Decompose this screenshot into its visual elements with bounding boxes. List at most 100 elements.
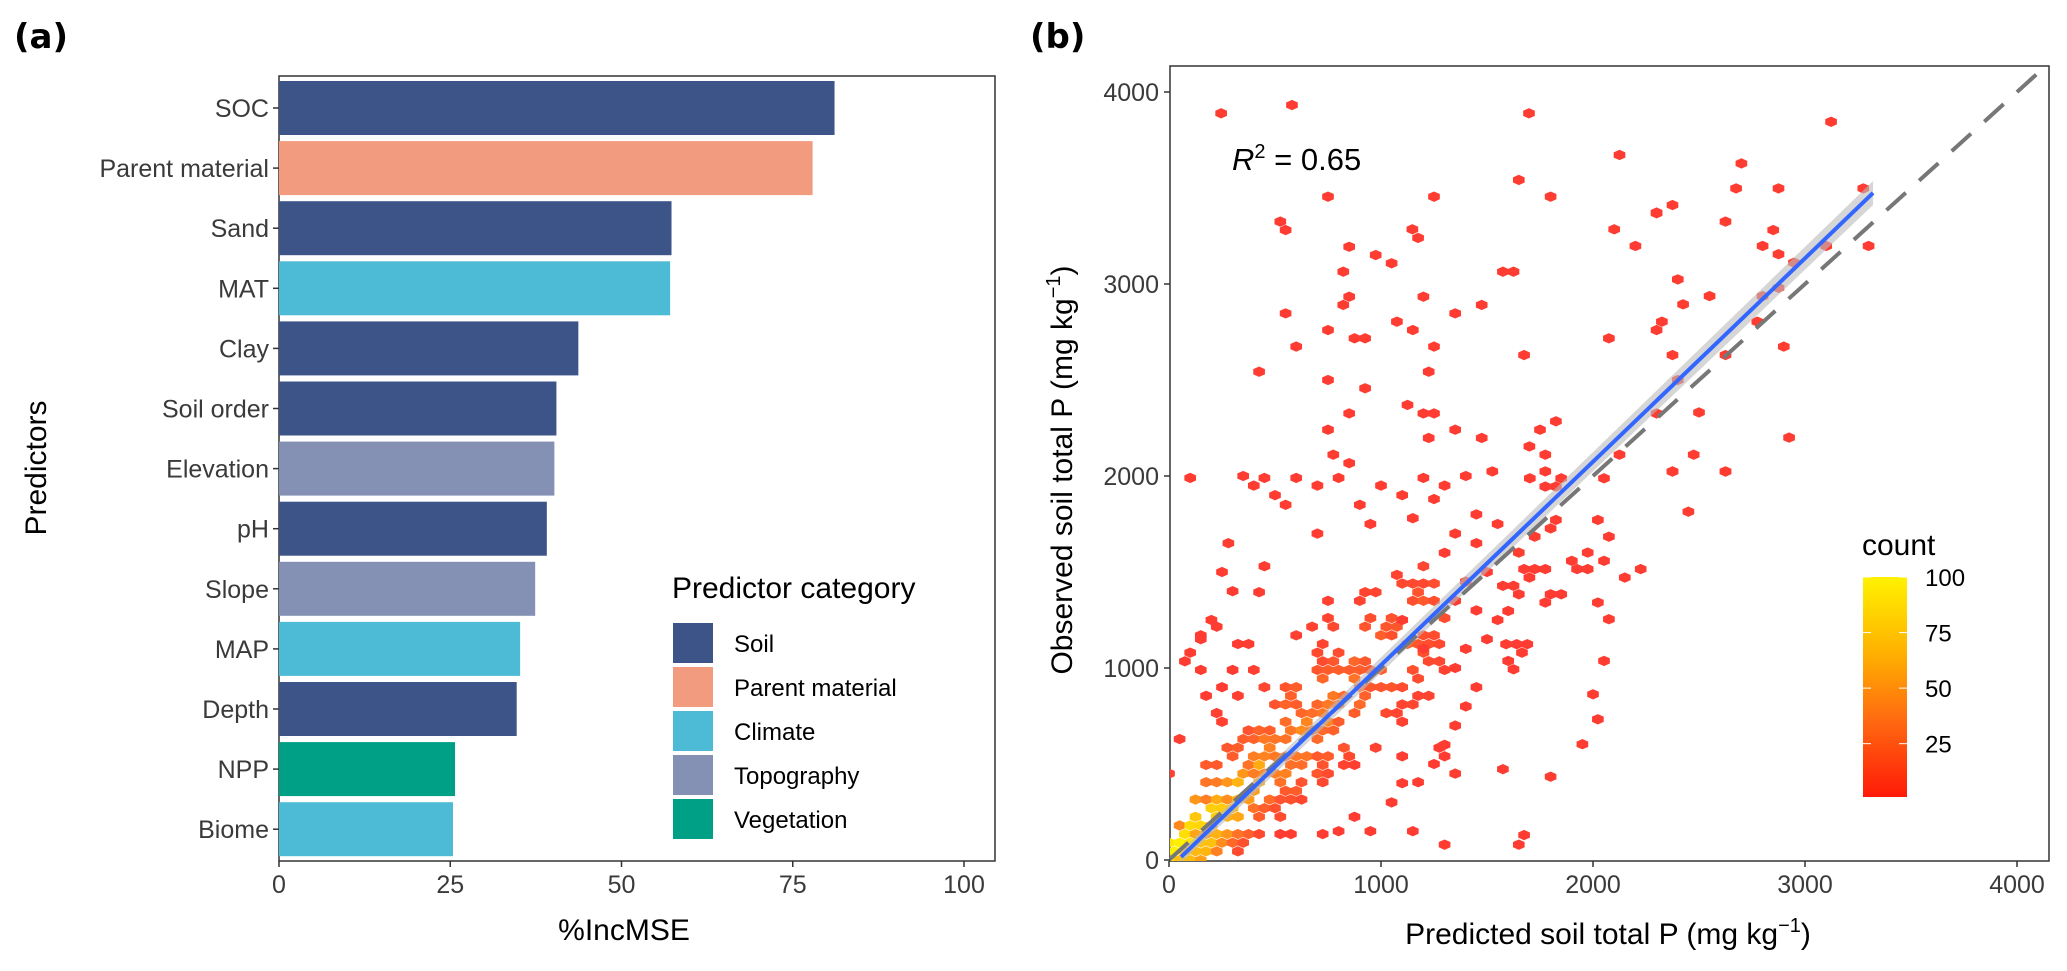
hex-cell — [1221, 794, 1234, 805]
hex-cell — [1359, 656, 1371, 667]
hex-cell — [1417, 408, 1430, 419]
hex-cell — [1306, 621, 1318, 632]
y-tick-label: Parent material — [99, 155, 269, 183]
y-tick-label: Sand — [211, 215, 269, 243]
hex-cell — [1332, 826, 1345, 837]
hex-cell — [1179, 828, 1191, 840]
colorbar-tick-label: 50 — [1925, 676, 1952, 703]
hex-cell — [1221, 742, 1234, 753]
hex-cell — [1253, 725, 1265, 736]
hex-cell — [1253, 366, 1265, 377]
x-axis-title: %IncMSE — [558, 914, 690, 947]
hex-cell — [1512, 839, 1525, 850]
hex-cell — [1295, 759, 1308, 771]
hex-cell — [1253, 811, 1265, 822]
hex-cell — [1343, 664, 1356, 676]
hex-cell — [1184, 820, 1197, 831]
hex-cell — [1417, 643, 1430, 654]
hex-cell — [1417, 561, 1430, 572]
hex-cell — [1290, 341, 1303, 352]
hex-cell — [1412, 777, 1424, 788]
hex-cell — [1348, 707, 1361, 719]
x-tick-label: 100 — [943, 871, 985, 899]
hex-cell — [1269, 733, 1281, 745]
y-tick-label: Biome — [198, 816, 269, 844]
hex-cell — [1232, 811, 1244, 822]
hex-cell — [1253, 828, 1265, 840]
colorbar-gradient — [1863, 577, 1907, 797]
hex-cell — [1512, 174, 1525, 186]
hex-cell — [1237, 768, 1250, 779]
scatter-panel: 0 1000 2000 3000 4000 0 1000 2000 3000 4000 R2 = … — [1043, 65, 2050, 951]
panel-b-label: (b) — [1030, 17, 1085, 57]
hex-cell — [1449, 528, 1462, 539]
hex-cell — [1353, 699, 1366, 710]
hex-cell — [1237, 837, 1250, 848]
hex-cell — [1550, 514, 1562, 526]
hex-cell — [1337, 299, 1350, 311]
hex-cell — [1295, 777, 1308, 788]
x-title-main: Predicted soil total P (mg kg — [1405, 918, 1778, 951]
r2-superscript: 2 — [1254, 141, 1265, 163]
hex-cell — [1687, 449, 1700, 460]
hex-cell — [1286, 99, 1298, 111]
hex-cell — [1369, 586, 1382, 598]
hex-cell — [1247, 751, 1260, 762]
hex-cell — [1470, 682, 1483, 693]
y-axis-title: Predictors — [20, 400, 53, 535]
hex-cell — [1518, 563, 1530, 575]
hex-cell — [1290, 785, 1303, 797]
hex-cell — [1396, 578, 1409, 589]
hex-cell — [1412, 586, 1424, 598]
legend-key-soil — [673, 623, 713, 663]
hex-cell — [1650, 324, 1663, 336]
hex-cell — [1544, 589, 1557, 600]
bar-sand — [279, 201, 672, 256]
hex-cell — [1221, 777, 1234, 788]
hex-cell — [1544, 771, 1557, 782]
hex-cell — [1258, 472, 1271, 484]
hex-cell — [1311, 699, 1324, 710]
hex-cell — [1735, 158, 1748, 169]
hex-cell — [1189, 794, 1202, 805]
hex-cell — [1337, 266, 1350, 277]
hex-cell — [1401, 399, 1414, 411]
hex-cell — [1475, 299, 1488, 311]
y-tick-label: Clay — [219, 335, 270, 363]
hex-cell — [1247, 802, 1260, 814]
hex-cell — [1497, 266, 1509, 277]
hex-cell — [1592, 597, 1604, 608]
hex-cell — [1396, 751, 1409, 762]
hex-cell — [1205, 614, 1218, 626]
hex-cell — [1603, 531, 1615, 542]
hex-cell — [1210, 621, 1223, 632]
hex-cell — [1507, 266, 1520, 277]
hex-cell — [1274, 811, 1287, 822]
hex-cell — [1608, 224, 1621, 235]
hex-cell — [1380, 621, 1393, 632]
hex-cell — [1433, 656, 1446, 667]
hex-cell — [1491, 518, 1504, 530]
hex-cell — [1459, 701, 1472, 712]
hex-cell — [1364, 826, 1377, 837]
hex-cell — [1194, 634, 1207, 645]
legend-label: Topography — [734, 763, 859, 790]
hex-cell — [1491, 614, 1504, 626]
hex-cell — [1369, 249, 1382, 261]
hex-cell — [1523, 572, 1536, 583]
hex-cell — [1184, 647, 1197, 658]
x-title-end: ) — [1801, 918, 1811, 951]
x-tick-label: 1000 — [1353, 871, 1409, 899]
hex-cell — [1571, 563, 1583, 575]
hex-cell — [1598, 655, 1610, 667]
hex-cell — [1777, 341, 1790, 352]
hex-cell — [1369, 742, 1382, 753]
hex-cell — [1475, 432, 1488, 444]
y-tick-label: Slope — [205, 576, 269, 604]
hex-cell — [1247, 768, 1260, 779]
y-title-main: Observed soil total P (mg kg — [1046, 298, 1079, 674]
hex-cell — [1232, 690, 1244, 702]
hex-cell — [1210, 777, 1223, 788]
legend-label: Climate — [734, 719, 815, 746]
hex-cell — [1290, 630, 1303, 641]
